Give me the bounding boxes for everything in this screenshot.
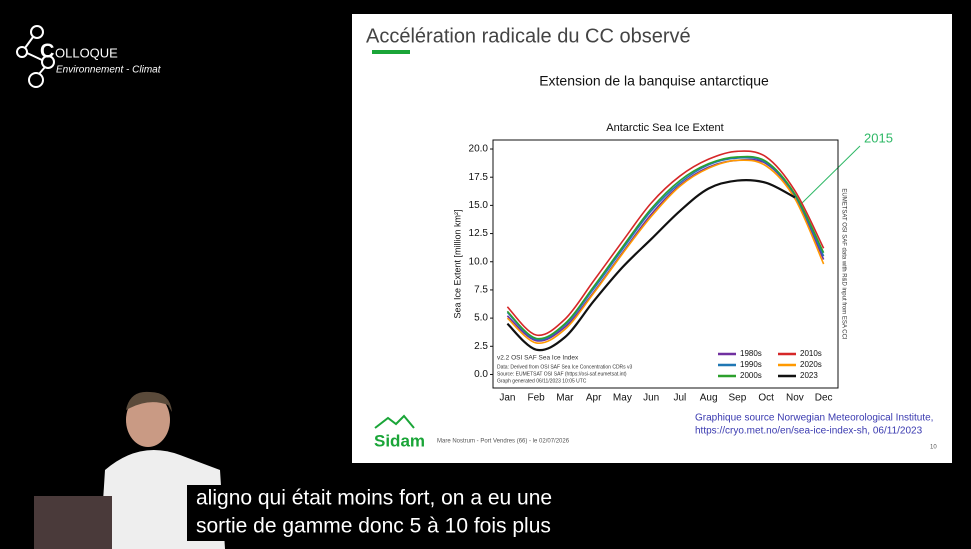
legend-label: 2010s bbox=[800, 349, 822, 358]
y-tick-label: 12.5 bbox=[469, 228, 489, 239]
side-note: EUMETSAT OSI SAF data with R&D input fro… bbox=[840, 188, 846, 339]
x-tick-label: Aug bbox=[700, 393, 718, 404]
caption-line: sortie de gamme donc 5 à 10 fois plus bbox=[196, 515, 551, 538]
x-tick-label: Mar bbox=[556, 393, 574, 404]
brand-icon bbox=[374, 414, 415, 429]
chart-title: Antarctic Sea Ice Extent bbox=[606, 122, 723, 134]
note-line: Source: EUMETSAT OSI SAF (https://osi-sa… bbox=[497, 371, 627, 377]
legend-label: 2023 bbox=[800, 371, 818, 380]
note-line: Data: Derived from OSI SAF Sea Ice Conce… bbox=[497, 364, 633, 370]
y-tick-label: 7.5 bbox=[474, 285, 488, 296]
series-line bbox=[506, 155, 825, 340]
logo-icon bbox=[16, 25, 55, 88]
slide-subtitle: Extension de la banquise antarctique bbox=[539, 73, 769, 89]
y-tick-label: 10.0 bbox=[469, 256, 489, 267]
annotation-arrow bbox=[799, 145, 861, 206]
plot-frame bbox=[492, 139, 839, 389]
series-line bbox=[506, 159, 825, 345]
series-line bbox=[506, 179, 796, 352]
x-tick-label: Nov bbox=[786, 393, 804, 404]
series-line bbox=[506, 158, 825, 342]
legend-label: 1990s bbox=[740, 360, 762, 369]
logo-subtitle: Environnement - Climat bbox=[56, 65, 162, 76]
slide-title: Accélération radicale du CC observé bbox=[366, 25, 691, 47]
y-tick-label: 5.0 bbox=[474, 313, 488, 324]
notes: v2.2 OSI SAF Sea Ice Index Data: Derived … bbox=[497, 355, 633, 385]
legend-label: 2020s bbox=[800, 360, 822, 369]
series-line bbox=[506, 156, 825, 341]
caption-line: aligno qui était moins fort, on a eu une bbox=[196, 487, 552, 510]
logo-title: OLLOQUE bbox=[55, 45, 118, 60]
logo-initial: C bbox=[40, 40, 54, 62]
x-tick-label: Apr bbox=[586, 393, 602, 404]
note-line: Graph generated 06/11/2023 10:05 UTC bbox=[497, 378, 587, 384]
y-tick-label: 2.5 bbox=[474, 341, 488, 352]
source-line: https://cryo.met.no/en/sea-ice-index-sh,… bbox=[695, 426, 923, 437]
page-number: 10 bbox=[930, 445, 937, 451]
y-axis-label: Sea Ice Extent [million km²] bbox=[452, 209, 462, 318]
y-tick-label: 15.0 bbox=[469, 200, 489, 211]
annotation: 2015 bbox=[864, 130, 893, 145]
title-underline bbox=[372, 50, 410, 54]
x-tick-label: Jul bbox=[673, 393, 686, 404]
legend-label: 1980s bbox=[740, 349, 762, 358]
x-tick-label: Dec bbox=[815, 393, 833, 404]
footer: Mare Nostrum - Port Vendres (66) - le 02… bbox=[437, 439, 570, 445]
x-tick-label: Feb bbox=[528, 393, 546, 404]
legend-label: 2000s bbox=[740, 371, 762, 380]
y-tick-label: 20.0 bbox=[469, 144, 489, 155]
x-tick-label: Jan bbox=[499, 393, 515, 404]
series-line bbox=[506, 150, 825, 337]
brand: Sidam bbox=[374, 431, 425, 450]
y-tick-label: 17.5 bbox=[469, 172, 489, 183]
x-tick-label: Sep bbox=[728, 393, 746, 404]
caption-box bbox=[187, 485, 619, 541]
x-tick-label: Oct bbox=[758, 393, 774, 404]
y-tick-label: 0.0 bbox=[474, 369, 488, 380]
x-tick-label: May bbox=[613, 393, 632, 404]
note-line: v2.2 OSI SAF Sea Ice Index bbox=[497, 355, 579, 362]
source-line: Graphique source Norwegian Meteorologica… bbox=[695, 413, 933, 424]
x-tick-label: Jun bbox=[643, 393, 659, 404]
